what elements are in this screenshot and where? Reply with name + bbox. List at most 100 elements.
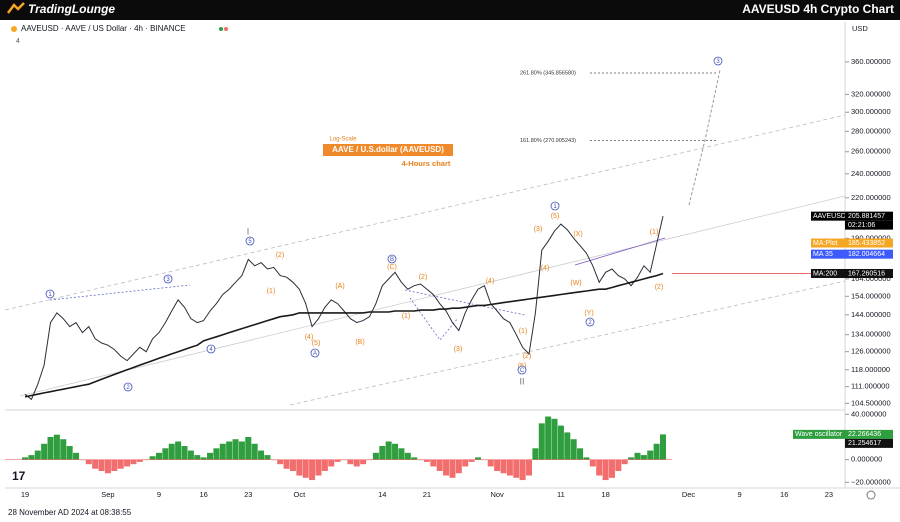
osc-bar — [577, 448, 584, 460]
y-tick-label: 300.000000 — [851, 107, 891, 116]
osc-bar — [411, 457, 418, 460]
osc-bar — [474, 457, 481, 460]
header-bar — [0, 0, 900, 20]
tag-name-box — [811, 268, 845, 278]
osc-bar — [551, 418, 558, 460]
osc-bar — [640, 455, 647, 460]
wave-label: (C) — [387, 264, 397, 271]
x-tick-label: 23 — [244, 490, 252, 499]
osc-bar — [347, 459, 354, 465]
tag-name-box — [793, 429, 845, 439]
wave-label: (Y) — [584, 310, 593, 317]
x-tick-label: 21 — [423, 490, 431, 499]
tag-name: AAVEUSD — [813, 213, 846, 220]
wave-label: (A) — [335, 283, 344, 290]
osc-bar — [660, 434, 666, 460]
y-tick-label: 111.000000 — [851, 382, 890, 391]
status-dot — [224, 27, 228, 31]
wave-circle — [245, 236, 255, 246]
x-tick-label: Dec — [682, 490, 696, 499]
circled-label: 2 — [126, 385, 130, 391]
osc-bar — [621, 459, 628, 465]
wave-label: (3) — [454, 346, 463, 353]
osc-bar — [245, 436, 252, 460]
osc-bar — [398, 448, 405, 460]
osc-bar — [296, 459, 303, 476]
tag-value: 167.260516 — [848, 270, 885, 277]
osc-tick-label: −20.000000 — [851, 477, 891, 486]
x-tick-label: 19 — [21, 490, 29, 499]
osc-bar — [353, 459, 360, 467]
osc-bar — [22, 457, 28, 460]
wave-label: (3) — [534, 226, 543, 233]
osc-bar — [436, 459, 443, 471]
page-title: AAVEUSD 4h Crypto Chart — [742, 2, 894, 16]
x-tick-label: Sep — [101, 490, 114, 499]
osc-bar — [455, 459, 462, 474]
chart-subtitle: AAVE / U.S.dollar (AAVEUSD) — [332, 145, 444, 154]
circled-label: A — [313, 351, 317, 357]
osc-bar — [608, 459, 615, 478]
tag-value: 182.004664 — [848, 251, 885, 258]
wave-circle — [206, 344, 216, 354]
osc-bar — [28, 455, 35, 460]
circled-label: C — [520, 368, 525, 374]
osc-bar — [289, 459, 296, 471]
osc-bar — [232, 439, 239, 460]
y-tick-label: 118.000000 — [851, 365, 890, 374]
trend-line — [49, 284, 191, 301]
tv-logo: 17 — [12, 469, 26, 483]
osc-bar — [41, 443, 48, 460]
symbol-icon — [11, 26, 17, 32]
series-line — [24, 272, 664, 398]
circled-label: 2 — [588, 320, 592, 326]
wave-label: (1) — [267, 288, 276, 295]
osc-bar — [264, 455, 271, 460]
scale-note: Log-Scale — [329, 137, 357, 143]
osc-bar — [468, 459, 475, 462]
osc-bar — [283, 459, 290, 469]
osc-bar — [92, 459, 99, 469]
osc-bar — [404, 452, 411, 460]
circled-label: 1 — [553, 204, 557, 210]
trend-line — [404, 289, 526, 316]
trend-line — [289, 280, 846, 406]
countdown-box — [845, 220, 893, 230]
settings-icon[interactable] — [866, 490, 876, 500]
osc-bar — [98, 459, 105, 471]
timestamp: 28 November AD 2024 at 08:38:55 — [8, 508, 132, 517]
osc-bar — [647, 450, 654, 460]
wave-label: (5) — [551, 213, 560, 220]
tag-name: MA 35 — [813, 251, 833, 258]
x-tick-label: 18 — [601, 490, 609, 499]
osc-bar — [557, 425, 564, 460]
osc-tick-label: 40.000000 — [851, 409, 886, 418]
osc-bar — [66, 446, 73, 460]
osc-bar — [315, 459, 322, 476]
osc-bar — [372, 452, 379, 460]
y-tick-label: 320.000000 — [851, 89, 891, 98]
y-tick-label: 154.000000 — [851, 291, 891, 300]
tag-value: 22.266436 — [848, 431, 881, 438]
osc-bar — [443, 459, 450, 476]
osc-bar — [168, 443, 175, 460]
osc-bar — [130, 459, 137, 465]
osc-bar — [85, 459, 92, 465]
osc-bar — [226, 441, 233, 460]
wave-label: (X) — [573, 231, 582, 238]
osc-bar — [462, 459, 469, 467]
osc-bar — [124, 459, 131, 467]
osc-bar — [251, 443, 258, 460]
osc-bar — [328, 459, 335, 467]
y-tick-label: 134.000000 — [851, 330, 891, 339]
tag-value-box — [845, 429, 893, 439]
osc-bar — [73, 452, 80, 460]
wave-label: (1) — [650, 229, 659, 236]
osc-bar — [385, 441, 392, 460]
osc-bar — [545, 416, 552, 460]
osc-bar — [513, 459, 520, 478]
osc-bar — [589, 459, 596, 467]
y-tick-label: 190.000000 — [851, 233, 891, 242]
